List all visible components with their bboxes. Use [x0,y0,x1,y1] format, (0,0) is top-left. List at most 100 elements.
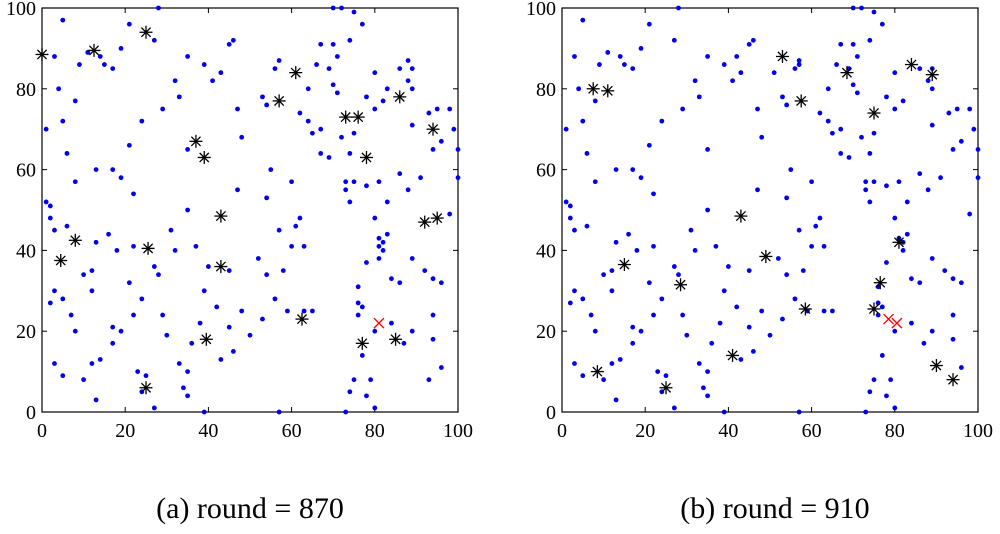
sensor-node-point [958,365,964,370]
sensor-node-point [701,385,706,391]
sensor-node-point [185,207,191,213]
sensor-node-point [89,361,95,366]
sensor-node-point [630,167,636,173]
x-tick-label: 0 [557,420,567,440]
sensor-node-point [368,377,374,383]
sensor-node-point [696,361,702,366]
sensor-node-point [260,316,265,322]
sensor-node-point [563,126,569,132]
sensor-node-point [659,118,665,124]
sensor-node-point [867,199,873,205]
sensor-node-point [792,66,798,71]
sensor-node-point [950,147,956,152]
y-tick-label: 100 [6,0,36,20]
sensor-node-point [351,130,357,136]
sensor-node-point [405,187,411,193]
sensor-node-point [230,37,236,43]
sensor-node-point [950,312,956,318]
sensor-node-point [863,179,869,185]
sensor-node-point [438,280,444,286]
sensor-node-point [126,21,132,27]
cluster-head-marker [139,25,153,39]
sensor-node-point [917,280,923,286]
sensor-node-point [438,138,444,144]
sensor-node-point [788,167,794,173]
sensor-node-point [384,231,390,237]
sensor-node-point [671,405,677,411]
sensor-node-point [655,369,661,374]
sensor-node-point [817,215,823,221]
sensor-node-point [755,187,760,193]
sensor-node-point [151,37,157,43]
sensor-node-point [355,284,361,290]
sensor-node-point [759,308,765,314]
cluster-head-marker [601,84,615,98]
sensor-node-point [364,94,369,100]
sensor-node-point [755,106,760,112]
sensor-node-point [863,409,869,415]
sensor-node-point [339,5,344,11]
sensor-node-point [77,62,82,67]
y-tick-label: 60 [536,160,556,182]
sensor-node-point [60,118,66,124]
sensor-node-point [780,316,785,322]
sensor-node-point [592,179,598,185]
sensor-node-point [680,106,686,112]
sensor-node-point [900,248,906,253]
sensor-node-point [879,304,885,310]
sensor-node-point [784,272,790,278]
sensor-node-point [418,175,423,181]
sensor-node-point [68,312,74,318]
sensor-node-point [796,227,802,233]
sensor-node-point [347,199,353,205]
sensor-node-point [888,377,894,383]
sensor-node-point [892,70,898,76]
sensor-node-point [218,70,224,76]
sensor-node-point [372,215,378,221]
sensor-node-point [838,151,844,156]
sensor-node-point [838,41,844,47]
sensor-node-point [784,102,790,108]
cluster-head-marker [586,82,600,96]
sensor-node-point [671,264,677,269]
sensor-node-point [255,256,261,261]
cluster-head-marker [418,215,432,229]
x-tick-label: 100 [963,420,993,440]
sensor-node-point [859,134,864,140]
cluster-head-marker [798,302,812,316]
sensor-node-point [118,328,124,334]
sensor-node-point [226,41,232,47]
sensor-node-point [43,199,49,205]
sensor-node-point [780,94,785,100]
sensor-node-point [580,118,586,124]
sensor-node-point [102,62,107,67]
sensor-node-point [347,37,353,43]
sensor-node-point [372,405,378,411]
sensor-node-point [746,41,752,47]
sensor-node-point [343,179,349,185]
sensor-node-point [89,288,95,294]
sensor-node-point [409,66,415,71]
sensor-node-point [93,239,99,245]
cluster-head-marker [904,58,918,72]
sensor-node-point [343,409,349,415]
cluster-head-marker [199,332,213,346]
cluster-head-marker [54,254,68,267]
sensor-node-point [206,264,211,269]
sensor-node-point [318,126,324,132]
sensor-node-point [160,106,166,112]
sensor-node-point [110,66,116,71]
sensor-node-point [339,134,344,140]
sensor-node-point [900,98,906,104]
sensor-node-point [56,86,62,92]
sensor-node-point [430,312,436,318]
sensor-node-point [884,393,889,399]
sensor-node-point [696,94,702,100]
sensor-node-point [954,106,960,112]
sensor-node-point [110,324,116,330]
sensor-node-point [60,373,66,379]
sensor-node-point [834,62,839,67]
sensor-node-point [588,312,594,318]
sensor-node-point [717,320,723,326]
sensor-node-point [168,227,174,233]
